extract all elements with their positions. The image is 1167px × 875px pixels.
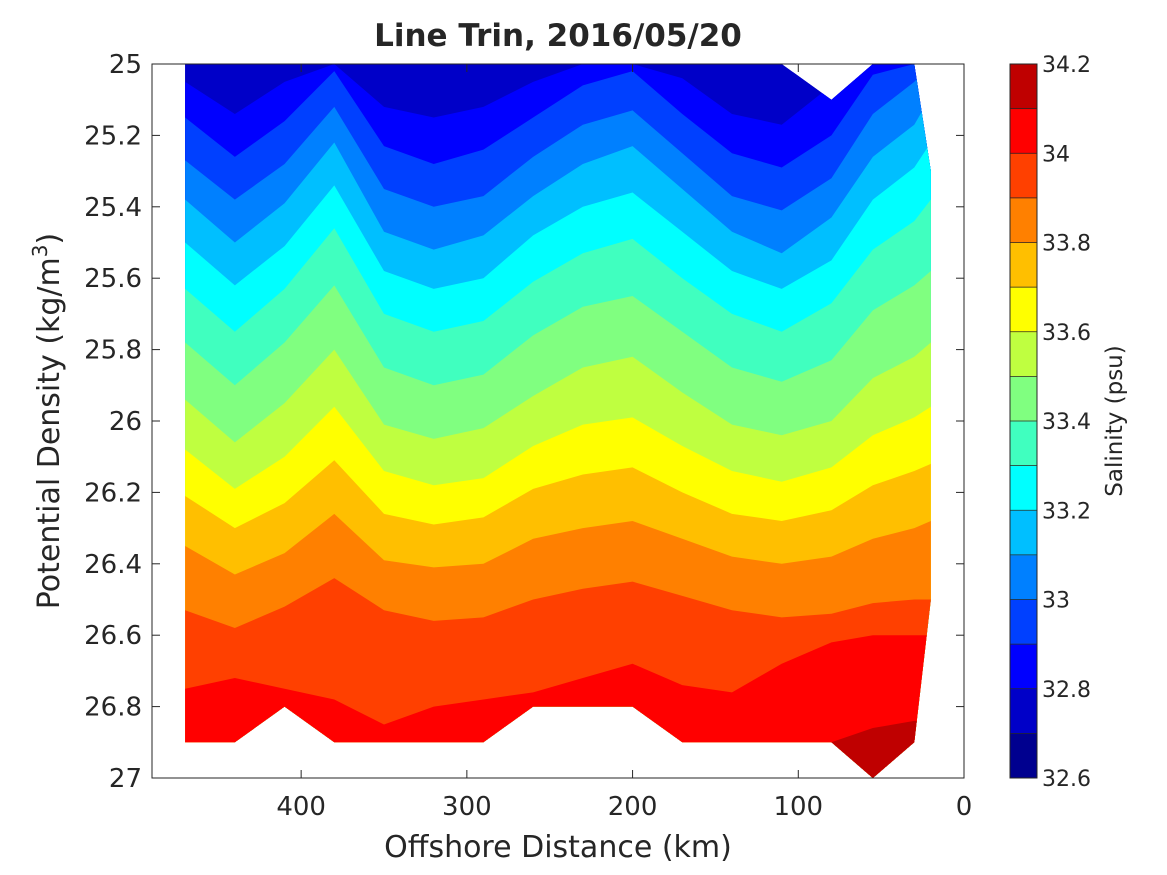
colorbar-tick-label: 32.8: [1042, 678, 1091, 703]
y-tick-label: 25.2: [84, 121, 142, 151]
colorbar-segment: [1010, 733, 1037, 779]
y-tick-label: 25.6: [84, 264, 142, 294]
colorbar-label: Salinity (psu): [1102, 345, 1128, 497]
colorbar-tick-label: 33.6: [1042, 321, 1091, 346]
colorbar-segment: [1010, 64, 1037, 110]
colorbar-tick-label: 34: [1042, 142, 1070, 167]
colorbar-segment: [1010, 688, 1037, 734]
plot-area: [152, 64, 964, 778]
y-axis-label-superscript: 3: [28, 244, 52, 257]
x-tick-label: 300: [442, 792, 492, 822]
colorbar-segment: [1010, 287, 1037, 333]
colorbar-segment: [1010, 331, 1037, 377]
colorbar: 32.6 32.8 33 33.2 33.4 33.6 33.8 34 34.2: [1010, 53, 1091, 792]
colorbar-segment: [1010, 599, 1037, 645]
colorbar-tick-label: 34.2: [1042, 53, 1091, 78]
y-tick-label: 25.4: [84, 193, 142, 223]
y-axis-label: Potential Density (kg/m3): [28, 233, 67, 609]
x-tick-label: 400: [276, 792, 326, 822]
colorbar-tick-label: 33.2: [1042, 499, 1091, 524]
colorbar-segment: [1010, 554, 1037, 600]
y-tick-label: 27: [109, 764, 142, 794]
y-axis: 25 25.2 25.4 25.6 25.8 26 26.2 26.4 26.6 26.8 27: [84, 50, 964, 794]
colorbar-tick-label: 33: [1042, 589, 1070, 614]
colorbar-tick-label: 33.8: [1042, 232, 1091, 257]
y-tick-label: 26: [109, 407, 142, 437]
colorbar-segment: [1010, 465, 1037, 511]
x-tick-label: 100: [773, 792, 823, 822]
colorbar-segment: [1010, 376, 1037, 422]
colorbar-frame: [1009, 63, 1038, 779]
y-tick-label: 25.8: [84, 336, 142, 366]
colorbar-tick-label: 33.4: [1042, 410, 1091, 435]
colorbar-segment: [1010, 197, 1037, 243]
y-tick-label: 26.2: [84, 478, 142, 508]
colorbar-segment: [1010, 421, 1037, 467]
colorbar-segment: [1010, 510, 1037, 556]
x-tick-label: 200: [608, 792, 658, 822]
colorbar-segment: [1010, 644, 1037, 690]
colorbar-segment: [1010, 153, 1037, 199]
contour-fills: [185, 64, 931, 778]
chart-title: Line Trin, 2016/05/20: [374, 18, 742, 54]
colorbar-segment: [1010, 242, 1037, 288]
contour-band-34-1: [185, 635, 931, 778]
y-axis-label-main: Potential Density (kg/m: [32, 257, 67, 609]
x-axis-label: Offshore Distance (km): [384, 830, 732, 865]
y-tick-label: 26.4: [84, 550, 142, 580]
x-tick-label: 0: [956, 792, 973, 822]
x-axis: 400 300 200 100 0: [276, 64, 972, 822]
y-tick-label: 26.6: [84, 621, 142, 651]
colorbar-tick-label: 32.6: [1042, 767, 1091, 792]
y-tick-label: 25: [109, 50, 142, 80]
y-tick-label: 26.8: [84, 693, 142, 723]
y-axis-label-end: ): [32, 233, 67, 245]
colorbar-segment: [1010, 108, 1037, 154]
